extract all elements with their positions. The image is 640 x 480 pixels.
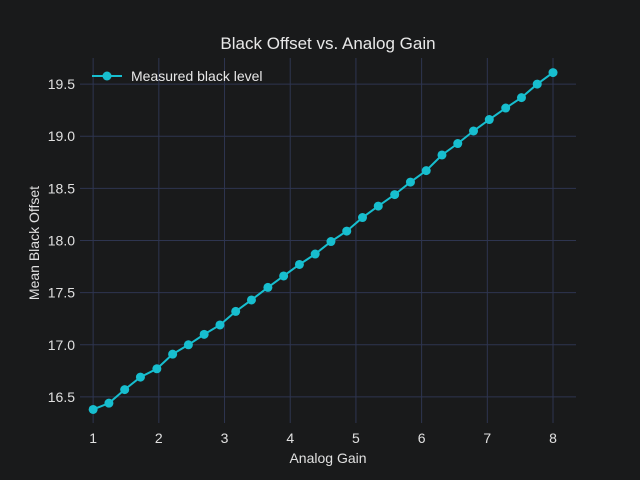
y-tick-label: 18.0 xyxy=(48,233,75,249)
y-tick-label: 19.5 xyxy=(48,76,75,92)
data-point xyxy=(326,237,336,247)
data-point xyxy=(246,295,256,305)
x-tick-label: 1 xyxy=(89,430,97,446)
y-tick-label: 19.0 xyxy=(48,128,75,144)
data-point xyxy=(294,259,304,269)
data-point xyxy=(453,139,463,149)
data-point xyxy=(342,226,352,236)
data-point xyxy=(104,398,114,408)
chart-title: Black Offset vs. Analog Gain xyxy=(220,34,435,53)
y-axis-label: Mean Black Offset xyxy=(26,186,42,300)
series-measured-black-level xyxy=(88,68,558,414)
data-point xyxy=(279,271,289,281)
x-tick-label: 2 xyxy=(155,430,163,446)
tick-labels: 1 2 3 4 5 6 7 8 16.5 17.0 17.5 18.0 18.5 19.0 19.5 xyxy=(48,76,557,446)
data-point xyxy=(199,329,209,339)
data-point xyxy=(263,282,273,292)
x-tick-label: 5 xyxy=(352,430,360,446)
data-point xyxy=(405,177,415,187)
data-point xyxy=(516,93,526,103)
legend-label: Measured black level xyxy=(131,68,263,84)
y-tick-label: 17.0 xyxy=(48,337,75,353)
data-point xyxy=(532,79,542,89)
x-tick-label: 4 xyxy=(286,430,294,446)
x-axis-label: Analog Gain xyxy=(289,450,366,466)
data-point xyxy=(373,201,383,211)
data-point xyxy=(484,115,494,125)
x-tick-label: 6 xyxy=(418,430,426,446)
data-point xyxy=(501,103,511,113)
data-point xyxy=(120,385,130,395)
data-point xyxy=(88,404,98,414)
y-tick-label: 16.5 xyxy=(48,389,75,405)
x-tick-label: 3 xyxy=(221,430,229,446)
data-point xyxy=(548,68,558,78)
data-point xyxy=(390,190,400,200)
data-point xyxy=(231,306,241,316)
x-tick-label: 8 xyxy=(549,430,557,446)
data-point xyxy=(168,349,178,359)
y-tick-label: 17.5 xyxy=(48,285,75,301)
data-point xyxy=(469,126,479,136)
data-point xyxy=(152,364,162,374)
data-point xyxy=(183,340,193,350)
grid xyxy=(80,58,576,423)
legend: Measured black level xyxy=(92,68,263,84)
data-point xyxy=(310,249,320,259)
data-point xyxy=(421,166,431,176)
x-tick-label: 7 xyxy=(483,430,491,446)
data-point xyxy=(215,320,225,330)
data-point xyxy=(357,213,367,223)
data-point xyxy=(437,150,447,160)
legend-marker xyxy=(102,71,112,81)
data-point xyxy=(135,372,145,382)
y-tick-label: 18.5 xyxy=(48,180,75,196)
